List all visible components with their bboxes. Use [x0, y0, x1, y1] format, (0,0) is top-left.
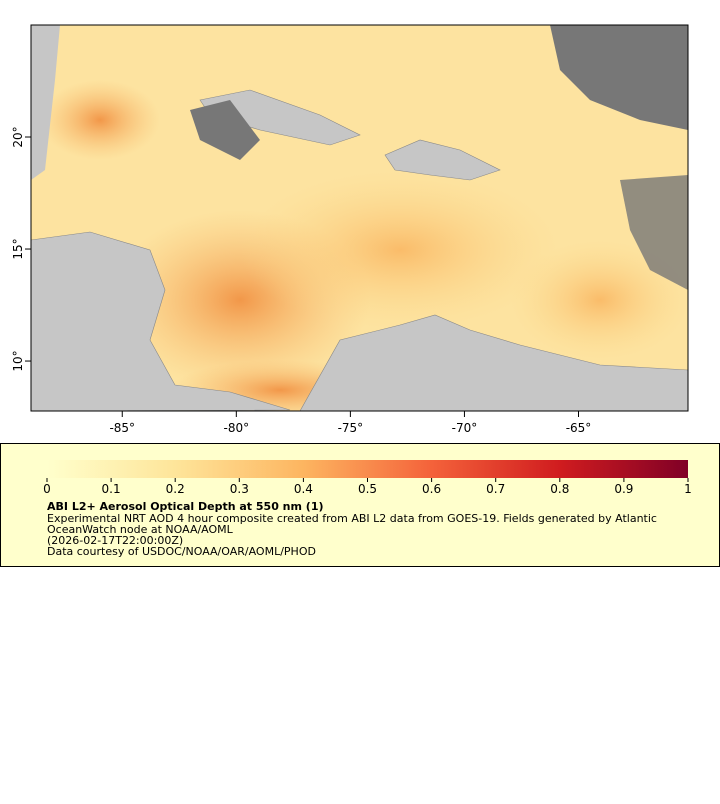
colorbar	[47, 460, 688, 478]
colorbar-tick-label: 0.5	[358, 482, 377, 496]
colorbar-tick-label: 0.7	[486, 482, 505, 496]
aerosol-plume	[40, 80, 160, 160]
colorbar-tick-label: 0.2	[166, 482, 185, 496]
colorbar-tick-label: 0	[43, 482, 51, 496]
y-tick-label: 15°	[11, 238, 25, 259]
legend-line: OceanWatch node at NOAA/AOML	[47, 523, 234, 536]
land	[31, 25, 60, 180]
colorbar-tick-label: 0.9	[614, 482, 633, 496]
colorbar-axis: 0 0.1 0.2 0.3 0.4 0.5 0.6 0.7 0.8 0.9 1	[43, 478, 692, 496]
x-tick-label: -80°	[224, 421, 250, 435]
colorbar-tick-label: 0.6	[422, 482, 441, 496]
colorbar-tick-label: 0.1	[102, 482, 121, 496]
map-image	[31, 25, 688, 411]
colorbar-tick-label: 0.3	[230, 482, 249, 496]
x-tick-label: -70°	[452, 421, 478, 435]
cloud-mask	[190, 100, 260, 160]
y-tick-label: 20°	[11, 126, 25, 147]
map-frame	[30, 24, 689, 412]
x-tick-label: -65°	[566, 421, 592, 435]
y-tick-label: 10°	[11, 350, 25, 371]
legend-line: (2026-02-17T22:00:00Z)	[47, 534, 183, 547]
aerosol-plume	[510, 240, 688, 360]
legend-line: Data courtesy of USDOC/NOAA/OAR/AOML/PHO…	[47, 545, 316, 558]
cloud-mask	[620, 175, 688, 290]
cloud-mask	[550, 25, 688, 130]
colorbar-tick-label: 0.4	[294, 482, 313, 496]
x-tick-label: -75°	[338, 421, 364, 435]
colorbar-tick-label: 0.8	[550, 482, 569, 496]
legend-title: ABI L2+ Aerosol Optical Depth at 550 nm …	[47, 500, 324, 513]
legend-line: Experimental NRT AOD 4 hour composite cr…	[47, 512, 657, 525]
land	[384, 139, 501, 181]
aerosol-plume	[240, 170, 560, 330]
axes: -85° -80° -75° -70° -65° 10° 15° 20°	[11, 126, 591, 435]
colorbar-tick-label: 1	[684, 482, 692, 496]
x-tick-label: -85°	[109, 421, 135, 435]
land	[299, 314, 688, 411]
